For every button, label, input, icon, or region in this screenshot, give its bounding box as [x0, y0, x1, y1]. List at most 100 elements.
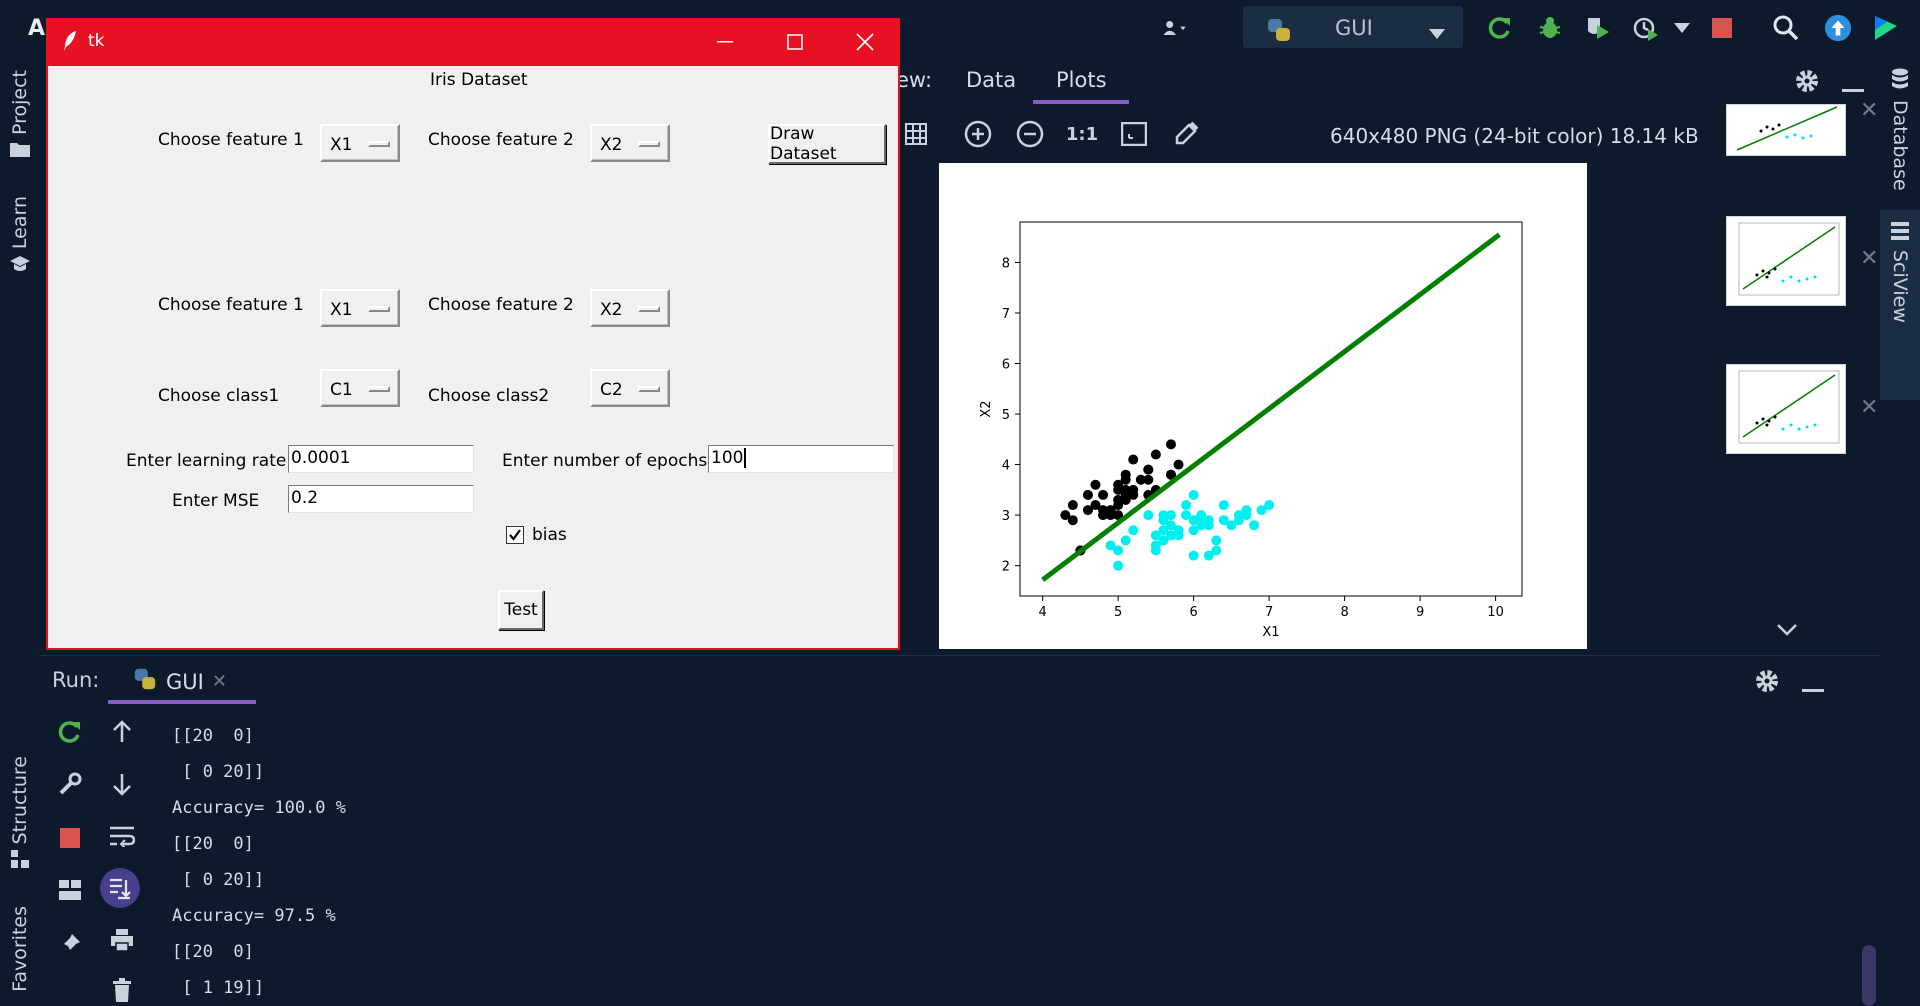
console-line: [ 0 20]]	[172, 762, 265, 782]
epochs-value: 100	[711, 448, 744, 468]
actual-size-button[interactable]: 1:1	[1065, 123, 1099, 145]
pin-icon[interactable]	[54, 928, 86, 960]
profile-icon[interactable]	[1632, 14, 1660, 42]
close-button[interactable]	[830, 18, 900, 66]
class2-point	[1241, 510, 1252, 521]
close-icon[interactable]: ✕	[1860, 395, 1879, 420]
row1-feature2-select[interactable]: X2	[590, 124, 670, 162]
class1-point	[1082, 505, 1093, 516]
wrench-icon[interactable]	[54, 768, 86, 800]
row2-feature1-select[interactable]: X1	[320, 289, 400, 327]
y-tick-label: 3	[1002, 509, 1010, 524]
tab-project-label: Project	[9, 70, 31, 136]
plot-thumbnail-1[interactable]	[1726, 104, 1846, 156]
learning-rate-input[interactable]: 0.0001	[288, 445, 474, 473]
stop-icon[interactable]	[54, 822, 86, 854]
search-icon[interactable]	[1772, 14, 1800, 42]
dataset-heading: Iris Dataset	[430, 70, 528, 90]
draw-dataset-button[interactable]: Draw Dataset	[768, 124, 886, 164]
class1-point	[1120, 484, 1131, 495]
app-menu-letter[interactable]: A	[28, 16, 46, 41]
row1-feature1-select[interactable]: X1	[320, 124, 400, 162]
tab-sciview-label: SciView	[1889, 250, 1911, 323]
tab-plots[interactable]: Plots	[1056, 68, 1107, 92]
rerun-icon[interactable]	[54, 716, 86, 748]
class1-point	[1082, 489, 1093, 500]
class2-point	[1233, 510, 1244, 521]
database-icon	[1891, 68, 1909, 94]
run-panel-header: Run: GUI ✕	[40, 655, 1880, 705]
chevron-down-icon[interactable]	[1668, 14, 1696, 42]
class1-point	[1098, 505, 1109, 516]
fit-to-window-icon[interactable]	[1118, 118, 1150, 150]
class1-point	[1143, 474, 1154, 485]
chevron-down-icon[interactable]	[1776, 622, 1798, 641]
plot-thumbnail-3[interactable]	[1726, 364, 1846, 454]
console-scrollbar[interactable]	[1862, 945, 1876, 1006]
arrow-up-icon[interactable]	[106, 716, 138, 748]
run-tab-gui[interactable]: GUI ✕	[132, 666, 227, 697]
gear-icon[interactable]	[1754, 668, 1780, 698]
user-icon[interactable]	[1162, 14, 1190, 42]
class1-point	[1060, 510, 1071, 521]
run-configuration-dropdown[interactable]: GUI	[1243, 6, 1463, 48]
tab-database[interactable]: Database	[1880, 68, 1920, 191]
x-tick-label: 4	[1039, 605, 1047, 620]
test-button[interactable]: Test	[498, 590, 544, 630]
soft-wrap-icon[interactable]	[106, 820, 138, 852]
class2-point	[1181, 510, 1192, 521]
class1-point	[1128, 454, 1139, 465]
print-icon[interactable]	[106, 924, 138, 956]
python-icon	[1265, 16, 1293, 48]
class2-point	[1188, 489, 1199, 500]
gear-icon[interactable]	[1794, 68, 1820, 98]
tk-titlebar[interactable]: tk	[46, 18, 900, 66]
class2-point	[1150, 540, 1161, 551]
tab-project[interactable]: Project	[4, 70, 36, 161]
mse-input[interactable]: 0.2	[288, 485, 474, 513]
update-icon[interactable]	[1824, 14, 1852, 42]
tab-favorites[interactable]: Favorites	[4, 906, 36, 992]
tab-structure[interactable]: Structure	[4, 756, 36, 872]
maximize-button[interactable]	[760, 18, 830, 66]
tab-sciview[interactable]: SciView	[1880, 210, 1920, 400]
row1-feature2-value: X2	[600, 135, 623, 155]
zoom-out-icon[interactable]	[1014, 118, 1046, 150]
layout-icon[interactable]	[54, 874, 86, 906]
image-info-text: 640x480 PNG (24-bit color) 18.14 kB	[1330, 124, 1699, 148]
trash-icon[interactable]	[106, 974, 138, 1006]
minimize-panel-icon[interactable]	[1802, 678, 1824, 697]
stop-icon[interactable]	[1708, 14, 1736, 42]
minimize-panel-icon[interactable]	[1842, 78, 1864, 97]
class2-select[interactable]: C2	[590, 369, 670, 407]
plot-thumbnail-2[interactable]	[1726, 216, 1846, 306]
class2-point	[1158, 510, 1169, 521]
chevron-down-icon	[1429, 24, 1445, 43]
close-icon[interactable]: ✕	[211, 671, 227, 692]
minimize-button[interactable]	[690, 18, 760, 66]
debug-icon[interactable]	[1536, 14, 1564, 42]
close-icon[interactable]: ✕	[1860, 98, 1879, 123]
color-picker-icon[interactable]	[1170, 118, 1202, 150]
scroll-to-end-icon[interactable]	[100, 868, 140, 908]
class2-point	[1218, 515, 1229, 526]
epochs-input[interactable]: 100	[708, 445, 894, 473]
close-icon[interactable]: ✕	[1860, 246, 1879, 271]
class1-select[interactable]: C1	[320, 369, 400, 407]
zoom-in-icon[interactable]	[962, 118, 994, 150]
class2-point	[1211, 535, 1222, 546]
jetbrains-logo-icon[interactable]	[1872, 14, 1900, 42]
class1-point	[1143, 464, 1154, 475]
grid-icon[interactable]	[900, 118, 932, 150]
tab-learn[interactable]: Learn	[4, 196, 36, 277]
tab-data[interactable]: Data	[966, 68, 1017, 92]
arrow-down-icon[interactable]	[106, 768, 138, 800]
run-with-coverage-icon[interactable]	[1584, 14, 1612, 42]
console-output[interactable]: [[20 0] [ 0 20]] Accuracy= 100.0 % [[20 …	[172, 718, 1772, 1006]
class2-point	[1105, 540, 1116, 551]
bias-checkbox[interactable]	[506, 526, 524, 544]
rerun-icon[interactable]	[1486, 14, 1514, 42]
left-tool-strip: Project Learn Structure Favorites	[0, 56, 40, 1006]
class1-point	[1105, 505, 1116, 516]
row2-feature2-select[interactable]: X2	[590, 289, 670, 327]
